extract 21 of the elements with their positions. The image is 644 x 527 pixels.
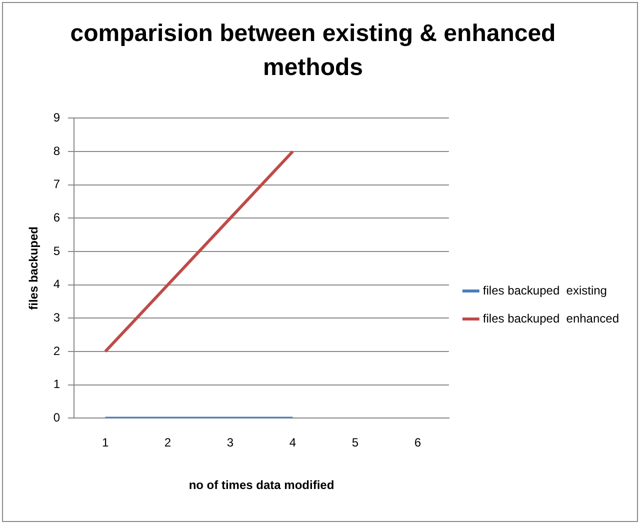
y-tick-label: 6 bbox=[53, 210, 60, 225]
x-tick-label: 6 bbox=[414, 436, 422, 450]
legend-label: files backuped existing bbox=[482, 283, 607, 298]
y-tick-label: 8 bbox=[53, 144, 60, 158]
x-tick-label: 2 bbox=[164, 436, 172, 450]
y-tick-label: 0 bbox=[53, 410, 60, 425]
x-axis-title: no of times data modified bbox=[188, 478, 334, 492]
y-tick-label: 9 bbox=[53, 110, 60, 125]
x-tick-label: 1 bbox=[102, 436, 109, 450]
y-tick-label: 5 bbox=[53, 244, 60, 258]
y-tick-label: 4 bbox=[53, 277, 60, 292]
x-tick-label: 4 bbox=[289, 436, 296, 450]
y-tick-label: 2 bbox=[53, 344, 60, 358]
y-tick-label: 7 bbox=[53, 177, 60, 192]
legend-label: files backuped enhanced bbox=[482, 311, 620, 326]
y-tick-label: 1 bbox=[53, 377, 60, 392]
x-tick-label: 3 bbox=[226, 436, 234, 450]
y-tick-label: 3 bbox=[53, 310, 60, 325]
y-axis-title: files backuped bbox=[26, 226, 41, 310]
chart-title: comparision between existing & enhanced methods bbox=[69, 19, 557, 83]
x-tick-label: 5 bbox=[352, 436, 359, 450]
